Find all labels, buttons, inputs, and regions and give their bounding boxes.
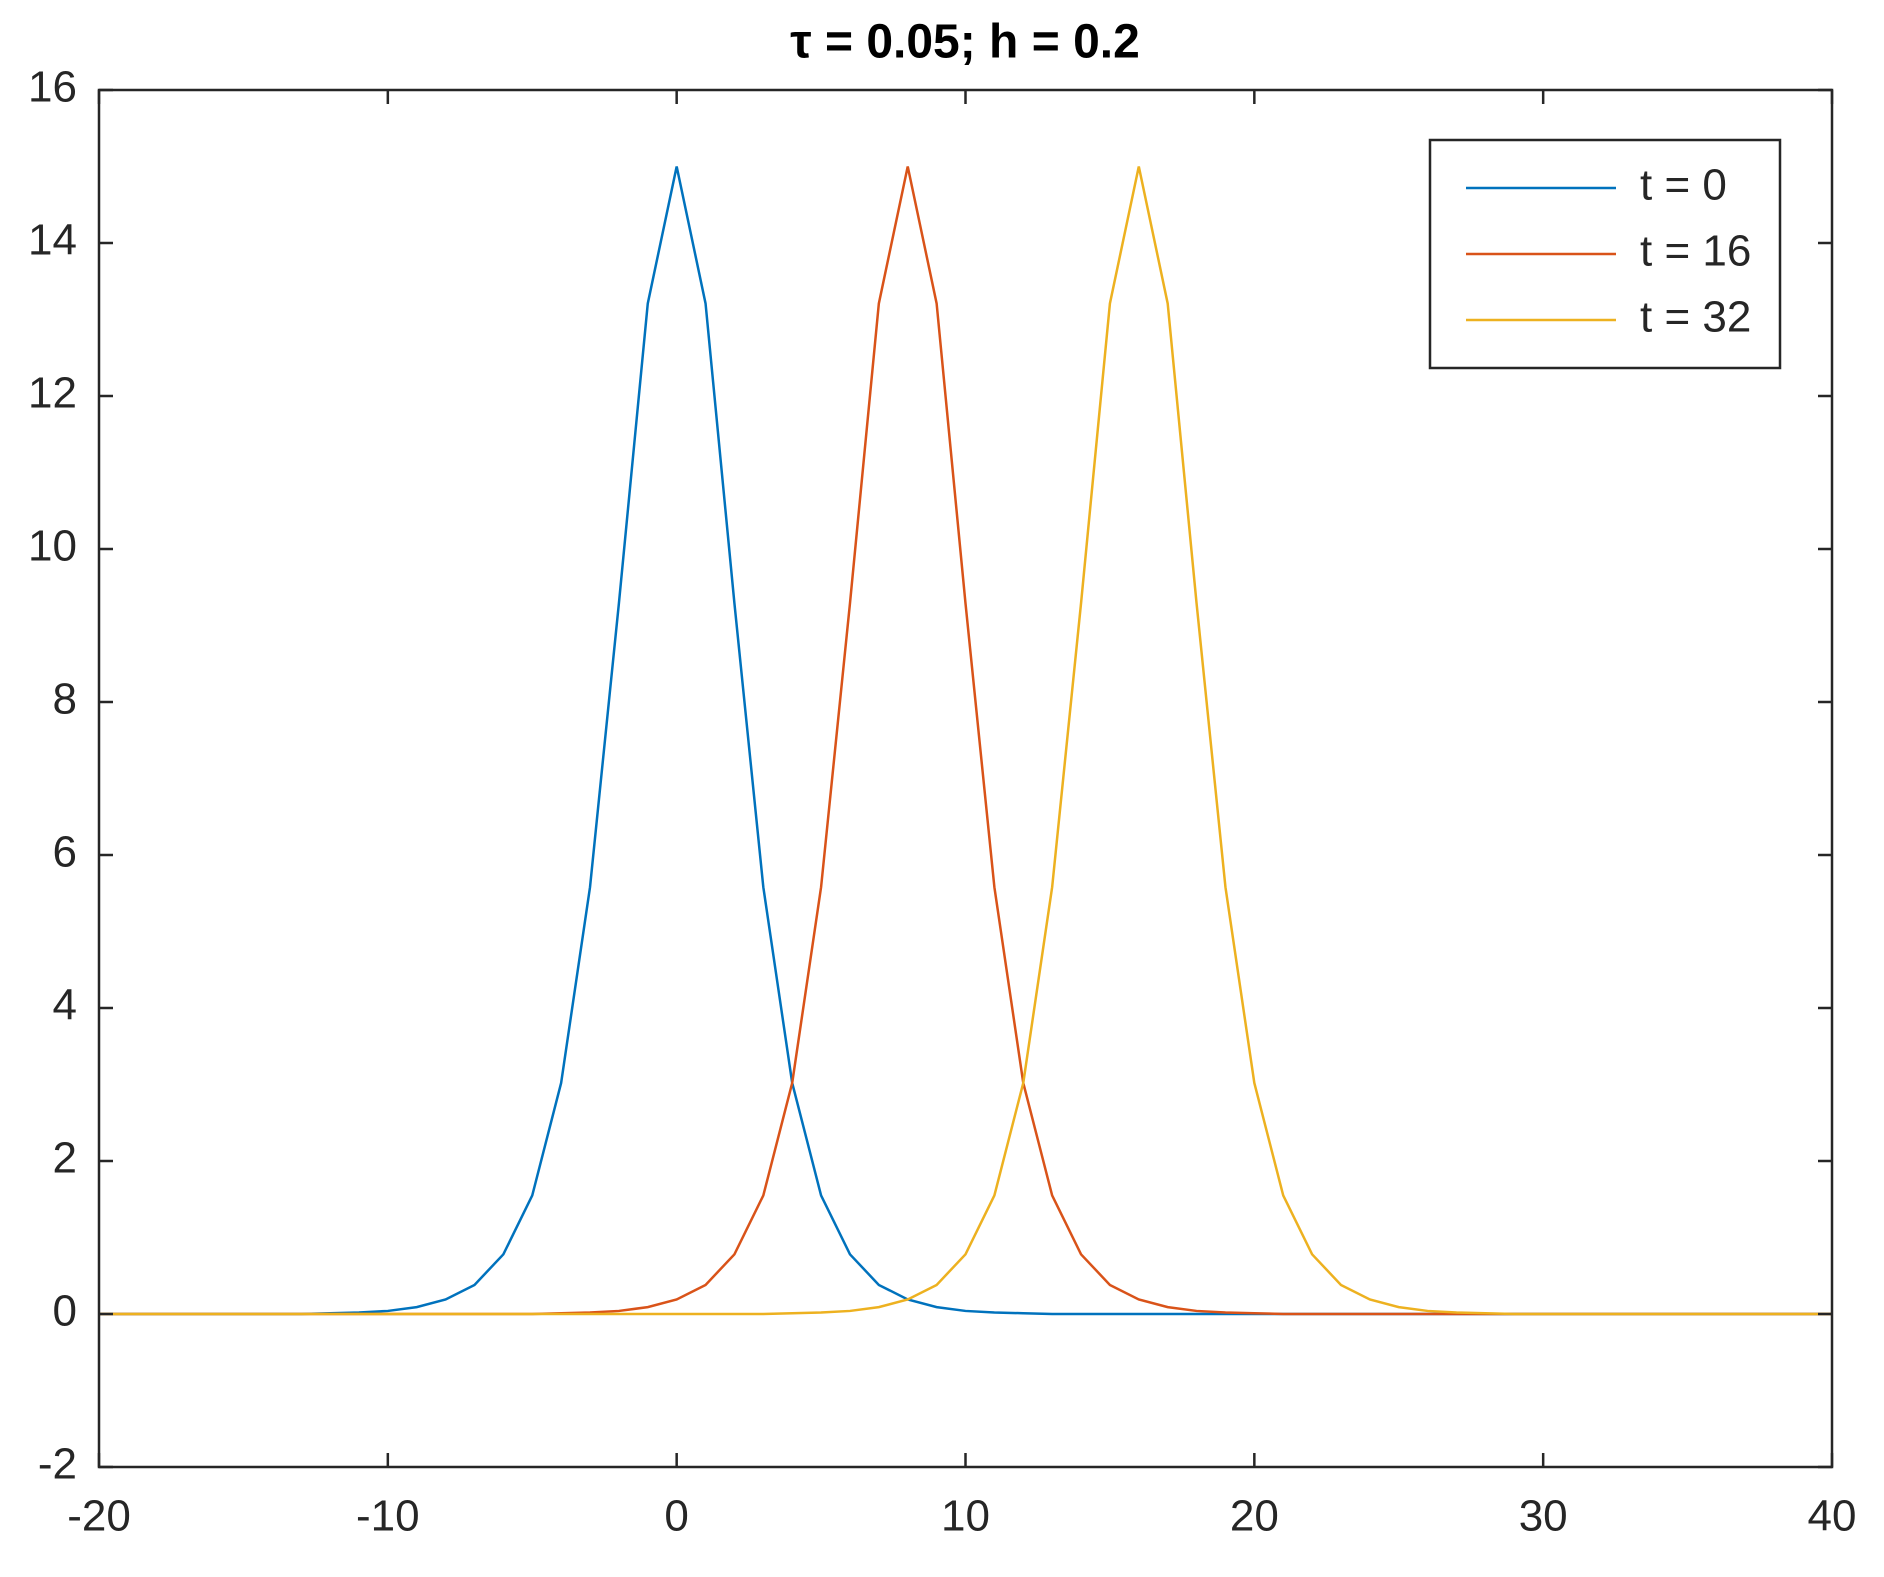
legend-label: t = 32	[1640, 293, 1751, 342]
y-tick-label: 10	[28, 522, 77, 571]
y-tick-label: 2	[53, 1134, 77, 1183]
y-tick-label: 4	[53, 981, 77, 1030]
x-tick-label: 40	[1808, 1492, 1857, 1541]
y-tick-label: 14	[28, 216, 77, 265]
legend-label: t = 16	[1640, 227, 1751, 276]
x-tick-label: -20	[67, 1492, 131, 1541]
x-tick-label: -10	[356, 1492, 420, 1541]
y-tick-label: 12	[28, 369, 77, 418]
y-tick-label: 16	[28, 63, 77, 112]
legend-label: t = 0	[1640, 161, 1727, 210]
x-tick-label: 0	[664, 1492, 688, 1541]
y-tick-label: 8	[53, 675, 77, 724]
x-tick-label: 30	[1519, 1492, 1568, 1541]
y-tick-label: 0	[53, 1287, 77, 1336]
x-tick-label: 20	[1230, 1492, 1279, 1541]
x-tick-label: 10	[941, 1492, 990, 1541]
chart-title: τ = 0.05; h = 0.2	[790, 16, 1140, 69]
series-line	[99, 166, 1832, 1316]
y-tick-label: 6	[53, 828, 77, 877]
y-tick-label: -2	[38, 1440, 77, 1489]
